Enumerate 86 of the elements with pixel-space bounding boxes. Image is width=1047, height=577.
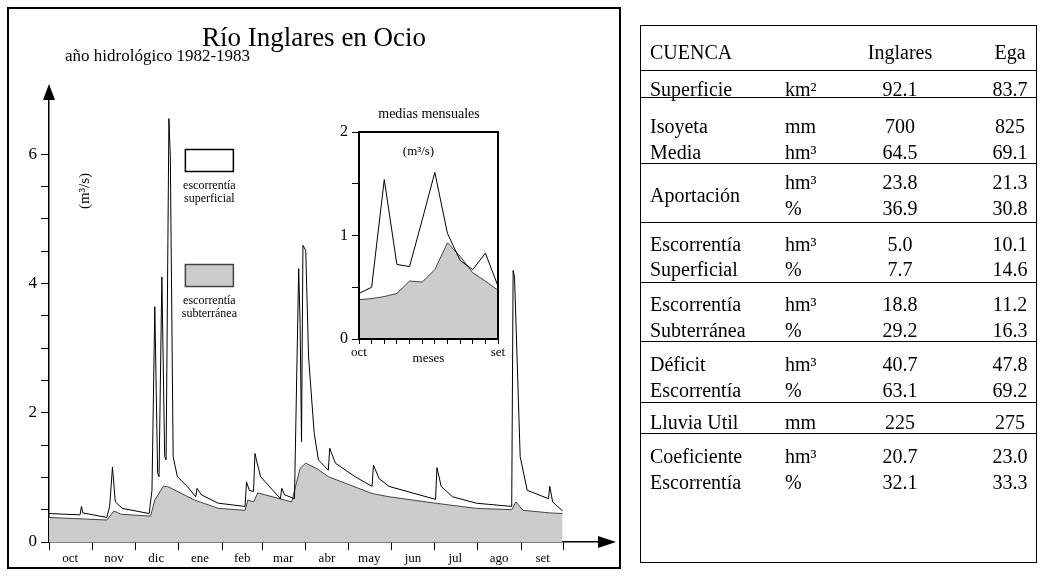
text: Superficie (650, 78, 733, 100)
text: 20.7 (882, 445, 918, 467)
y-axis-title: (m³/s) (402, 143, 435, 159)
text: Escorrentía (650, 293, 742, 315)
text: Déficit (650, 353, 706, 375)
x-tick-label: jun (403, 550, 422, 566)
y-tick-label: 4 (28, 272, 38, 292)
y-tick-label: 1 (340, 225, 348, 243)
text: 64.5 (882, 141, 918, 163)
y-tick-label: 2 (28, 402, 37, 422)
y-tick-label: 0 (340, 329, 348, 347)
legend-label: escorrentía subterránea (181, 292, 238, 320)
x-tick-label: oct (62, 550, 79, 566)
y-tick-label: 0 (28, 531, 37, 551)
text: Escorrentía (650, 379, 742, 401)
text: 825 (995, 115, 1025, 137)
text: Isoyeta (650, 115, 708, 137)
text: mm (785, 115, 817, 137)
text: Aportación (650, 184, 740, 206)
x-tick-label: nov (104, 550, 125, 566)
x-tick-label: set (535, 550, 551, 566)
text: % (785, 379, 802, 401)
text: % (785, 258, 802, 280)
x-tick-label: ene (190, 550, 210, 566)
text: 23.0 (992, 445, 1028, 467)
text: Inglares (867, 41, 933, 63)
text: hm³ (785, 445, 817, 467)
x-axis-title: meses (412, 350, 445, 366)
text: 92.1 (882, 78, 918, 100)
text: 18.8 (882, 293, 918, 315)
text: 16.3 (992, 319, 1028, 341)
x-tick-label: abr (318, 550, 336, 566)
text: % (785, 471, 802, 493)
text: hm³ (785, 141, 817, 163)
text: 83.7 (992, 78, 1028, 100)
text: hm³ (785, 353, 817, 375)
text: 36.9 (882, 197, 918, 219)
text: Media (650, 141, 702, 163)
text: Coeficiente (650, 445, 743, 467)
chart-subtitle: año hidrológico 1982-1983 (65, 46, 251, 65)
x-tick-label: ago (489, 550, 509, 566)
legend-label: escorrentía superficial (183, 177, 237, 205)
x-tick-label: may (358, 550, 381, 566)
x-tick-label: jul (447, 550, 463, 566)
y-tick-label: 6 (28, 143, 37, 163)
x-tick-label: oct (351, 344, 368, 360)
text: % (785, 319, 802, 341)
x-tick-label: set (490, 344, 506, 360)
text: 47.8 (992, 353, 1028, 375)
chart-title: medias mensuales (377, 106, 481, 121)
text: 29.2 (882, 319, 918, 341)
text: hm³ (785, 171, 817, 193)
text: hm³ (785, 293, 817, 315)
text: 10.1 (992, 233, 1028, 255)
y-tick-label: 2 (340, 122, 348, 140)
text: Subterránea (650, 319, 746, 341)
x-tick-label: mar (273, 550, 294, 566)
text: 32.1 (882, 471, 918, 493)
text: 14.6 (992, 258, 1028, 280)
text: Escorrentía (650, 233, 742, 255)
text: Escorrentía (650, 471, 742, 493)
text: 30.8 (992, 197, 1028, 219)
x-tick-label: dic (148, 550, 165, 566)
y-axis-title: (m³/s) (75, 172, 93, 210)
text: Lluvia Util (650, 411, 739, 433)
text: 33.3 (992, 471, 1028, 493)
text: CUENCA (650, 41, 733, 63)
text: 5.0 (887, 233, 913, 255)
text: 225 (885, 411, 915, 433)
text: 40.7 (882, 353, 918, 375)
text: 700 (885, 115, 915, 137)
text: 11.2 (992, 293, 1028, 315)
text: 69.1 (992, 141, 1028, 163)
x-tick-label: feb (233, 550, 251, 566)
text: km² (785, 78, 817, 100)
text: % (785, 197, 802, 219)
text: 7.7 (887, 258, 913, 280)
text: 275 (995, 411, 1025, 433)
text: mm (785, 411, 817, 433)
text: 23.8 (882, 171, 918, 193)
text: Ega (994, 41, 1026, 63)
text: Superficial (650, 258, 738, 280)
text: 21.3 (992, 171, 1028, 193)
text: hm³ (785, 233, 817, 255)
text: 69.2 (992, 379, 1028, 401)
text: 63.1 (882, 379, 918, 401)
